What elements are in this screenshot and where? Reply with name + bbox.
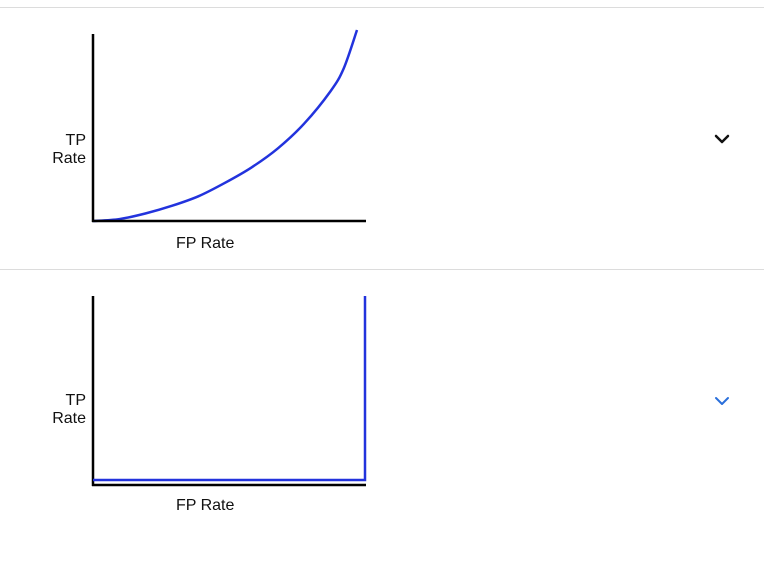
chevron-down-icon[interactable] bbox=[712, 130, 732, 150]
y-axis-label-line-2: Rate bbox=[52, 150, 86, 167]
answer-option-2[interactable]: TP Rate FP Rate bbox=[0, 270, 764, 570]
y-axis-label-1: TP Rate bbox=[44, 132, 86, 168]
y-axis-label-2: TP Rate bbox=[44, 392, 86, 428]
divider-middle bbox=[0, 269, 764, 270]
roc-curve-2 bbox=[93, 296, 367, 482]
roc-chart-1 bbox=[91, 29, 366, 223]
y-axis-label-line-1: TP bbox=[65, 132, 86, 149]
divider-top bbox=[0, 7, 764, 8]
x-axis-label-1: FP Rate bbox=[176, 235, 235, 252]
x-axis-label-2: FP Rate bbox=[176, 497, 235, 514]
roc-curve-1 bbox=[92, 29, 359, 223]
chevron-down-icon[interactable] bbox=[712, 392, 732, 412]
answer-option-1[interactable]: TP Rate FP Rate bbox=[0, 8, 764, 269]
y-axis-label-line-1: TP bbox=[65, 392, 86, 409]
roc-chart-2 bbox=[91, 296, 367, 487]
y-axis-label-line-2: Rate bbox=[52, 410, 86, 427]
